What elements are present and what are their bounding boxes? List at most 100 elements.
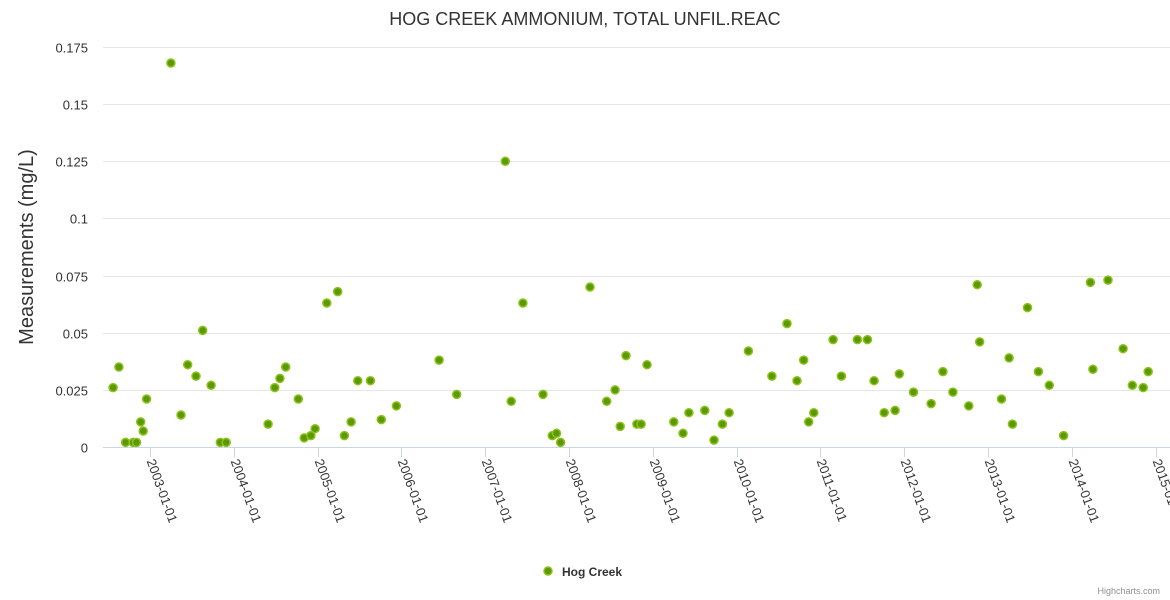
data-point[interactable]: [176, 410, 186, 420]
data-point[interactable]: [1118, 343, 1128, 354]
x-tick-label: 2004-01-01: [228, 457, 265, 525]
x-tick-label: 2011-01-01: [814, 457, 851, 524]
data-point[interactable]: [138, 426, 148, 436]
data-point[interactable]: [836, 371, 847, 381]
y-tick-label: 0.05: [63, 327, 88, 342]
data-point[interactable]: [890, 405, 900, 416]
data-point[interactable]: [182, 359, 193, 370]
data-point[interactable]: [743, 346, 754, 356]
data-point[interactable]: [1127, 380, 1138, 391]
data-point[interactable]: [585, 282, 595, 292]
data-point[interactable]: [114, 362, 124, 372]
data-point[interactable]: [1138, 382, 1148, 393]
x-tick-label: 2010-01-01: [731, 457, 768, 525]
data-point[interactable]: [166, 58, 176, 68]
data-point[interactable]: [894, 369, 905, 379]
x-axis-ticks: 2003-01-01 2004-01-01 2005-01-01 2006-01-01…: [144, 447, 1170, 525]
data-point[interactable]: [601, 396, 612, 407]
data-point[interactable]: [191, 371, 201, 381]
y-tick-label: 0: [81, 441, 88, 456]
data-point[interactable]: [518, 298, 528, 308]
data-point[interactable]: [926, 398, 936, 409]
data-point[interactable]: [280, 362, 291, 372]
data-point[interactable]: [108, 382, 118, 393]
data-point[interactable]: [1044, 380, 1055, 391]
data-point[interactable]: [120, 437, 131, 448]
data-point[interactable]: [717, 419, 728, 429]
data-point[interactable]: [798, 355, 809, 365]
data-point[interactable]: [270, 382, 280, 393]
data-point[interactable]: [353, 375, 363, 386]
data-point[interactable]: [669, 417, 679, 427]
data-point[interactable]: [339, 430, 350, 441]
data-point[interactable]: [506, 396, 516, 407]
y-tick-label: 0.125: [55, 155, 88, 170]
data-point[interactable]: [809, 407, 819, 418]
data-point[interactable]: [346, 417, 356, 427]
data-point[interactable]: [908, 387, 919, 397]
data-point[interactable]: [684, 407, 694, 418]
legend-item-hog-creek[interactable]: Hog Creek: [543, 565, 622, 579]
data-point[interactable]: [700, 405, 710, 416]
data-point[interactable]: [636, 419, 646, 429]
data-point[interactable]: [767, 371, 777, 381]
data-point[interactable]: [724, 407, 734, 418]
data-point[interactable]: [610, 385, 620, 395]
data-point[interactable]: [538, 389, 548, 400]
data-point[interactable]: [131, 437, 142, 448]
data-point[interactable]: [964, 401, 974, 411]
data-point[interactable]: [551, 428, 562, 439]
data-point[interactable]: [263, 419, 273, 429]
data-point[interactable]: [803, 417, 814, 427]
data-point[interactable]: [332, 286, 343, 297]
data-point[interactable]: [869, 375, 879, 386]
data-point[interactable]: [434, 355, 444, 365]
data-point[interactable]: [1022, 302, 1033, 313]
data-point[interactable]: [206, 380, 216, 391]
data-point[interactable]: [1033, 366, 1044, 377]
data-point[interactable]: [306, 430, 316, 441]
data-point[interactable]: [996, 394, 1007, 404]
data-point[interactable]: [135, 417, 146, 427]
data-point[interactable]: [852, 334, 863, 345]
data-point[interactable]: [792, 375, 802, 386]
y-tick-label: 0.075: [55, 270, 88, 285]
data-point[interactable]: [500, 156, 511, 167]
data-point[interactable]: [365, 375, 376, 386]
data-point[interactable]: [376, 414, 387, 425]
data-point[interactable]: [322, 298, 332, 308]
data-point[interactable]: [615, 421, 625, 432]
data-point[interactable]: [1058, 430, 1069, 441]
data-point[interactable]: [678, 428, 688, 439]
data-point[interactable]: [938, 366, 948, 377]
data-point[interactable]: [555, 437, 566, 448]
data-point[interactable]: [879, 407, 889, 418]
data-point[interactable]: [391, 401, 402, 411]
data-point[interactable]: [275, 373, 285, 384]
data-point[interactable]: [310, 423, 320, 434]
data-point[interactable]: [948, 387, 958, 397]
data-point[interactable]: [293, 394, 304, 404]
y-tick-label: 0.025: [55, 384, 88, 399]
data-point[interactable]: [862, 334, 873, 345]
data-point[interactable]: [1007, 419, 1018, 429]
data-point[interactable]: [1085, 277, 1096, 288]
data-point[interactable]: [1103, 275, 1113, 285]
credits-link[interactable]: Highcharts.com: [1097, 586, 1160, 596]
data-point[interactable]: [972, 279, 982, 290]
data-point[interactable]: [197, 325, 208, 336]
data-point[interactable]: [141, 394, 152, 404]
data-point[interactable]: [1004, 353, 1014, 363]
series-hog-creek[interactable]: [108, 58, 1153, 448]
data-point[interactable]: [451, 389, 462, 400]
x-tick-label: 2005-01-01: [312, 457, 349, 525]
data-point[interactable]: [221, 437, 231, 448]
data-point[interactable]: [621, 350, 631, 361]
data-point[interactable]: [828, 334, 838, 345]
data-point[interactable]: [974, 337, 985, 347]
data-point[interactable]: [782, 318, 792, 329]
data-point[interactable]: [642, 359, 652, 370]
data-point[interactable]: [1143, 366, 1153, 377]
data-point[interactable]: [1088, 364, 1098, 375]
data-point[interactable]: [709, 435, 719, 445]
